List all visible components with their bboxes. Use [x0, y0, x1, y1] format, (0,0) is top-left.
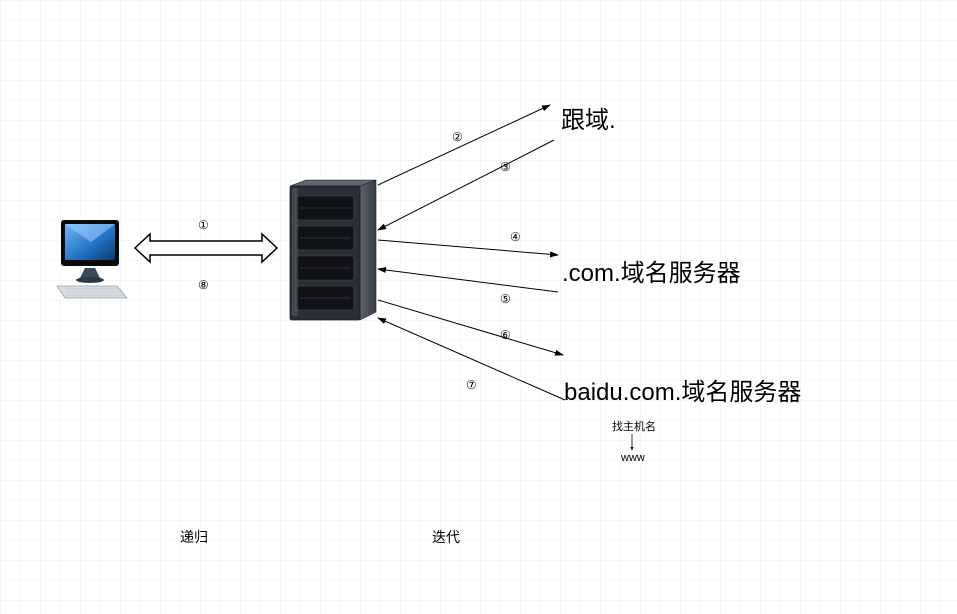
com-server-label: .com.域名服务器	[562, 253, 741, 288]
step-3: ③	[500, 160, 511, 174]
recursive-label: 递归	[180, 527, 208, 547]
step-7: ⑦	[466, 378, 477, 392]
grid-background	[0, 0, 957, 614]
baidu-server-label: baidu.com.域名服务器	[564, 372, 801, 407]
step-4: ④	[510, 230, 521, 244]
client-computer-icon	[57, 220, 127, 298]
step-8: ⑧	[198, 278, 209, 292]
diagram-canvas	[0, 0, 957, 614]
step-2: ②	[452, 130, 463, 144]
step-1: ①	[198, 218, 209, 232]
dns-server-icon	[290, 180, 376, 320]
step-5: ⑤	[500, 292, 511, 306]
iterative-label: 迭代	[432, 527, 460, 547]
find-host-label: 找主机名	[612, 418, 656, 434]
www-label: www	[621, 452, 645, 464]
step-6: ⑥	[500, 328, 511, 342]
root-domain-label: 跟域.	[561, 100, 616, 135]
